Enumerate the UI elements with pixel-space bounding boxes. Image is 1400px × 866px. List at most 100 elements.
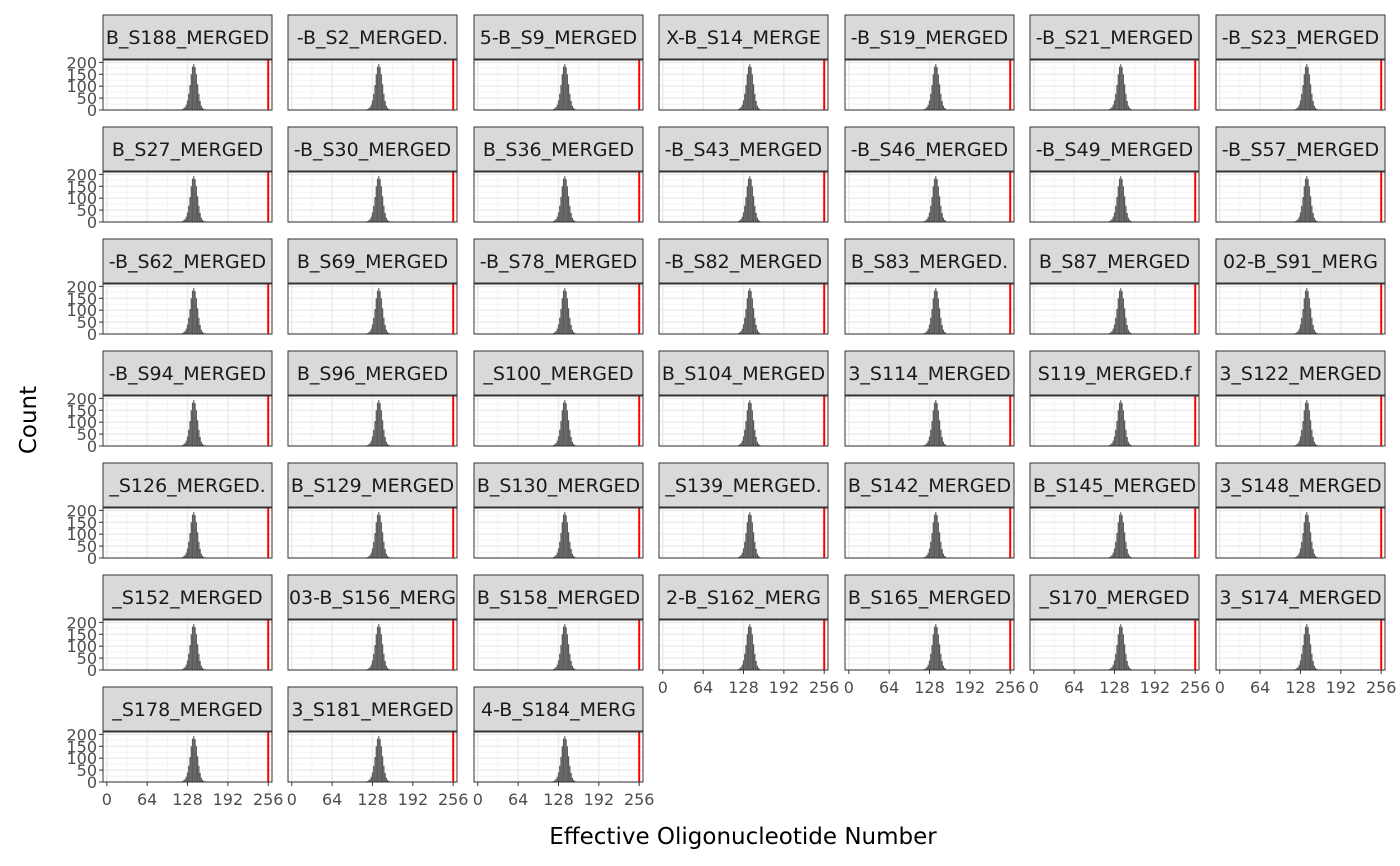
panel-border [658, 395, 829, 447]
histogram-bar [562, 738, 565, 782]
facet-strip-label: S119_MERGED.f [1038, 363, 1193, 385]
histogram-bar [933, 178, 936, 222]
x-tick-label: 128 [543, 790, 574, 809]
y-tick-label: 200 [66, 389, 97, 408]
histogram-bar [1309, 308, 1312, 334]
facet-panel: -B_S57_MERGED [1215, 126, 1386, 223]
histogram-bar [379, 179, 381, 222]
y-tick-label: 100 [66, 525, 97, 544]
histogram-bar [383, 205, 385, 222]
histogram-bar [573, 443, 575, 446]
facet-strip [102, 350, 273, 396]
histogram-bar [742, 548, 745, 558]
y-axis-title: Count [16, 386, 42, 454]
histogram-bar [755, 212, 757, 222]
facet-strip [658, 238, 829, 284]
histogram-bar [750, 67, 752, 110]
histogram-bar [941, 100, 943, 110]
histogram-bar [1126, 548, 1128, 558]
histogram-bar [936, 515, 938, 558]
histogram-bar [200, 665, 203, 670]
histogram-bar [1116, 421, 1118, 446]
histogram-bar [387, 555, 389, 558]
histogram-bar [1313, 553, 1316, 558]
panel-border [473, 619, 644, 671]
panel-border [844, 59, 1015, 111]
histogram-bar [569, 317, 571, 334]
histogram-bar [1296, 444, 1298, 446]
histogram-bar [739, 220, 741, 222]
histogram-bar [571, 553, 574, 558]
histogram-bar [569, 653, 571, 670]
histogram-bar [938, 532, 941, 558]
histogram-bar [1304, 178, 1307, 222]
histogram-bar [1309, 84, 1312, 110]
histogram-bar [196, 756, 199, 782]
histogram-bar [756, 441, 759, 446]
x-tick-label: 0 [844, 678, 854, 697]
histogram-bar [940, 205, 942, 222]
histogram-bar [1299, 660, 1302, 670]
facet-panel: 3_S181_MERGED 0 64 128 192 256 [287, 686, 468, 809]
y-tick-label: 200 [66, 277, 97, 296]
facet-panel: B_S69_MERGED [287, 238, 458, 335]
histogram-bar [940, 653, 942, 670]
histogram-bar [1111, 555, 1113, 558]
histogram-bar [1313, 665, 1316, 670]
histogram-bar [752, 420, 755, 446]
histogram-bar [196, 84, 199, 110]
histogram-bar [935, 624, 937, 670]
histogram-bar [571, 217, 574, 222]
histogram-bar [378, 400, 380, 446]
histogram-bar [189, 197, 191, 222]
histogram-bar [1122, 634, 1124, 670]
histogram-bar [370, 776, 372, 782]
histogram-bar [936, 403, 938, 446]
x-tick-label: 256 [253, 790, 284, 809]
histogram-bar [1120, 288, 1122, 334]
histogram-bar [193, 512, 195, 558]
histogram-bar [1129, 219, 1131, 222]
histogram-bar [554, 332, 556, 334]
y-tick-label: 200 [66, 501, 97, 520]
histogram-bar [375, 298, 377, 334]
histogram-bar [933, 514, 936, 558]
histogram-bar [199, 436, 201, 446]
histogram-bar [193, 288, 195, 334]
panel-border [287, 619, 458, 671]
x-tick-label: 0 [1029, 678, 1039, 697]
histogram-bar [194, 739, 196, 782]
histogram-bar [570, 436, 572, 446]
histogram-bar [371, 772, 374, 782]
histogram-bar [741, 440, 743, 446]
histogram-bar [368, 332, 370, 334]
histogram-bar [758, 555, 760, 558]
histogram-bar [1306, 176, 1308, 222]
histogram-bar [1306, 512, 1308, 558]
histogram-bar [942, 665, 945, 670]
histogram-bar [381, 308, 384, 334]
histogram-bar [567, 420, 570, 446]
histogram-bar [374, 85, 376, 110]
histogram-bar [199, 660, 201, 670]
histogram-bar [1126, 660, 1128, 670]
histogram-bar [925, 444, 927, 446]
histogram-bar [559, 205, 561, 222]
histogram-bar [571, 665, 574, 670]
histogram-bar [927, 104, 929, 110]
y-tick-label: 200 [66, 613, 97, 632]
histogram-bar [1129, 443, 1131, 446]
facet-strip [287, 238, 458, 284]
panel-border [102, 507, 273, 559]
histogram-bar [1115, 317, 1117, 334]
histogram-bar [750, 179, 752, 222]
facet-panel: B_S96_MERGED [287, 350, 458, 447]
histogram-bar [559, 429, 561, 446]
histogram-bar [1297, 443, 1299, 446]
histogram-bar [942, 329, 945, 334]
x-tick-label: 256 [624, 790, 655, 809]
histogram-bar [1308, 410, 1310, 446]
histogram-bar [376, 402, 379, 446]
